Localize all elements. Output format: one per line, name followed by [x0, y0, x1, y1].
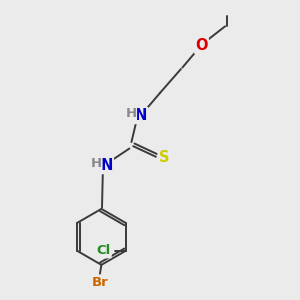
Text: Cl: Cl	[96, 244, 111, 257]
Text: H: H	[91, 157, 102, 170]
Text: H: H	[125, 107, 136, 120]
Text: N: N	[135, 108, 147, 123]
Text: Br: Br	[92, 276, 108, 289]
Text: S: S	[159, 150, 169, 165]
Text: N: N	[100, 158, 113, 173]
Text: O: O	[195, 38, 208, 53]
